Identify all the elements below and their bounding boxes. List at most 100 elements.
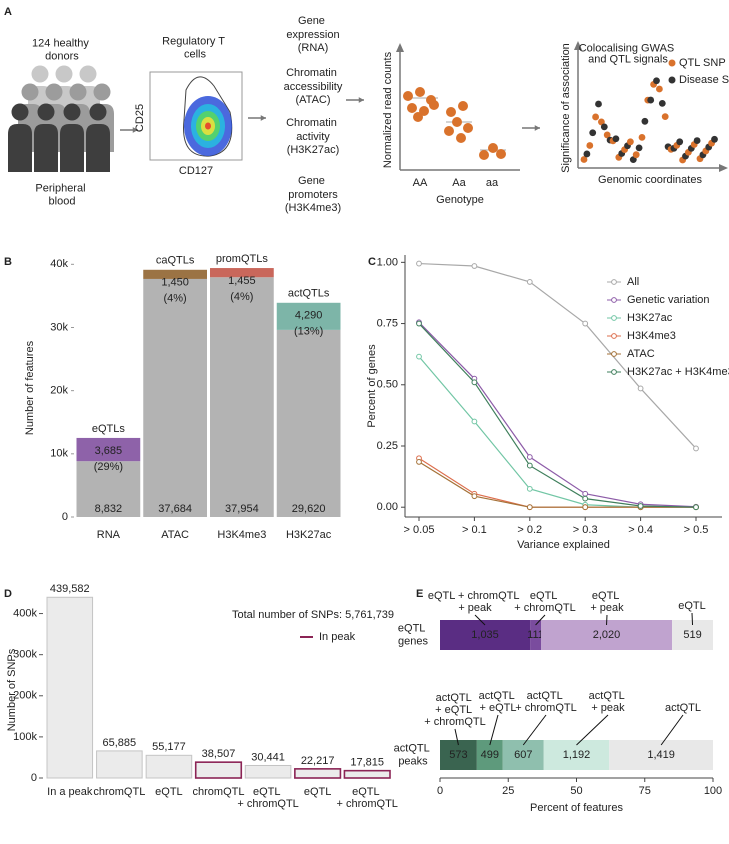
text-line: + eQTL bbox=[435, 704, 475, 716]
assay-name: Chromatin activity bbox=[286, 117, 340, 143]
y-axis-label: Percent of genes bbox=[366, 344, 378, 428]
read-count-dot bbox=[407, 103, 417, 113]
assay-abbr: (H3K27ac) bbox=[287, 144, 340, 156]
text-line: + chromQTL bbox=[424, 716, 485, 728]
assay-name: Gene promoters bbox=[288, 175, 338, 201]
flow-plot-frame bbox=[149, 71, 243, 161]
percent-label: (4%) bbox=[164, 293, 187, 305]
x-tick-label: > 0.3 bbox=[573, 524, 598, 536]
legend-label: Disease SNP bbox=[679, 74, 729, 86]
callout-line bbox=[454, 728, 459, 746]
percent-label: (29%) bbox=[94, 461, 123, 473]
snp-dot bbox=[661, 113, 669, 121]
person-head bbox=[69, 83, 87, 101]
row-label: actQTL peaks bbox=[394, 742, 433, 767]
arrow-head bbox=[358, 97, 364, 103]
flow-gate bbox=[183, 76, 233, 157]
y-tick-label: 100k bbox=[13, 731, 37, 743]
y-tick-label: 0.25 bbox=[377, 440, 398, 452]
legend-label: In peak bbox=[319, 631, 356, 643]
flow-x-label: CD127 bbox=[179, 165, 213, 177]
callout-line bbox=[535, 614, 546, 626]
row-label: eQTL genes bbox=[398, 622, 429, 647]
text-line: actQTL bbox=[527, 690, 566, 702]
read-count-dot bbox=[415, 87, 425, 97]
legend-marker bbox=[611, 279, 617, 285]
data-label: 30,441 bbox=[251, 751, 285, 763]
data-label: 3,685 bbox=[95, 445, 123, 457]
person-head bbox=[55, 65, 73, 83]
point bbox=[471, 418, 478, 425]
y-tick-label: 400k bbox=[13, 607, 37, 619]
point bbox=[416, 260, 422, 267]
legend-dot bbox=[668, 76, 676, 84]
segment-name: eQTLs bbox=[92, 423, 126, 435]
y-tick-label: 10k bbox=[50, 448, 68, 460]
text-line: + chromQTL bbox=[336, 798, 397, 810]
x-tick-label: In a peak bbox=[47, 786, 93, 798]
donors-label: 124 healthy donors bbox=[32, 37, 92, 62]
bar bbox=[143, 278, 207, 517]
read-count-dot bbox=[444, 126, 454, 136]
panel-label: C bbox=[368, 256, 376, 268]
legend-label: H3K27ac bbox=[627, 312, 673, 324]
arrow-head bbox=[260, 115, 266, 121]
percent-label: (4%) bbox=[230, 291, 253, 303]
read-count-dot bbox=[458, 101, 468, 111]
y-tick-label: 0.50 bbox=[377, 379, 398, 391]
data-label: 573 bbox=[449, 749, 467, 761]
bar bbox=[194, 761, 243, 779]
snp-dot bbox=[635, 144, 643, 152]
text-line: actQTL bbox=[436, 692, 475, 704]
qtl-x-label: Genotype bbox=[436, 194, 484, 206]
point bbox=[693, 504, 699, 511]
segment-name: actQTLs bbox=[288, 288, 330, 300]
assay-abbr: (RNA) bbox=[298, 42, 329, 54]
data-label: 22,217 bbox=[301, 755, 335, 767]
qtl-y-label: Normalized read counts bbox=[382, 51, 394, 168]
y-tick-label: 0 bbox=[31, 772, 37, 784]
x-tick-label: eQTL + chromQTL bbox=[237, 786, 298, 810]
x-tick-label: RNA bbox=[97, 529, 121, 541]
series-line bbox=[418, 323, 697, 508]
snp-dot bbox=[612, 135, 620, 143]
data-label: 37,954 bbox=[225, 503, 259, 515]
point bbox=[471, 263, 478, 269]
text-line: Gene bbox=[298, 15, 328, 27]
callout-label: actQTL + eQTL bbox=[479, 690, 518, 714]
snp-dot bbox=[600, 123, 608, 131]
x-tick-label: > 0.05 bbox=[404, 524, 435, 536]
bar bbox=[343, 769, 391, 779]
text-line: eQTL bbox=[398, 622, 428, 634]
panel-label: E bbox=[416, 588, 423, 600]
snp-dot bbox=[592, 113, 599, 121]
point bbox=[416, 459, 422, 465]
y-tick-label: 0 bbox=[62, 511, 68, 523]
text-line: Chromatin bbox=[286, 117, 340, 129]
x-tick-label: H3K27ac bbox=[286, 529, 332, 541]
data-label: 1,450 bbox=[161, 277, 189, 289]
legend-label: Genetic variation bbox=[627, 294, 710, 306]
bar-segment bbox=[276, 302, 341, 330]
snp-dot bbox=[653, 77, 660, 85]
data-label: 38,507 bbox=[202, 748, 236, 760]
percent-label: (13%) bbox=[294, 326, 323, 338]
callout-line bbox=[660, 714, 684, 746]
callout-label: actQTL + chromQTL bbox=[515, 690, 576, 714]
data-label: 29,620 bbox=[292, 503, 326, 515]
snp-dot bbox=[583, 150, 591, 158]
text-line: activity bbox=[296, 131, 330, 143]
text-line: Gene bbox=[298, 175, 328, 187]
panel-label: B bbox=[4, 256, 12, 268]
snp-dot bbox=[638, 133, 646, 141]
callout-line bbox=[474, 614, 486, 626]
read-count-dot bbox=[456, 133, 466, 143]
x-tick-label: 50 bbox=[570, 785, 582, 797]
panel-label: D bbox=[4, 588, 12, 600]
read-count-dot bbox=[463, 123, 473, 133]
assay-name: Chromatin accessibility bbox=[284, 67, 343, 93]
person-head bbox=[89, 103, 107, 121]
y-tick-label: 200k bbox=[13, 690, 37, 702]
x-axis-label: Percent of features bbox=[530, 802, 623, 814]
point bbox=[526, 504, 533, 511]
